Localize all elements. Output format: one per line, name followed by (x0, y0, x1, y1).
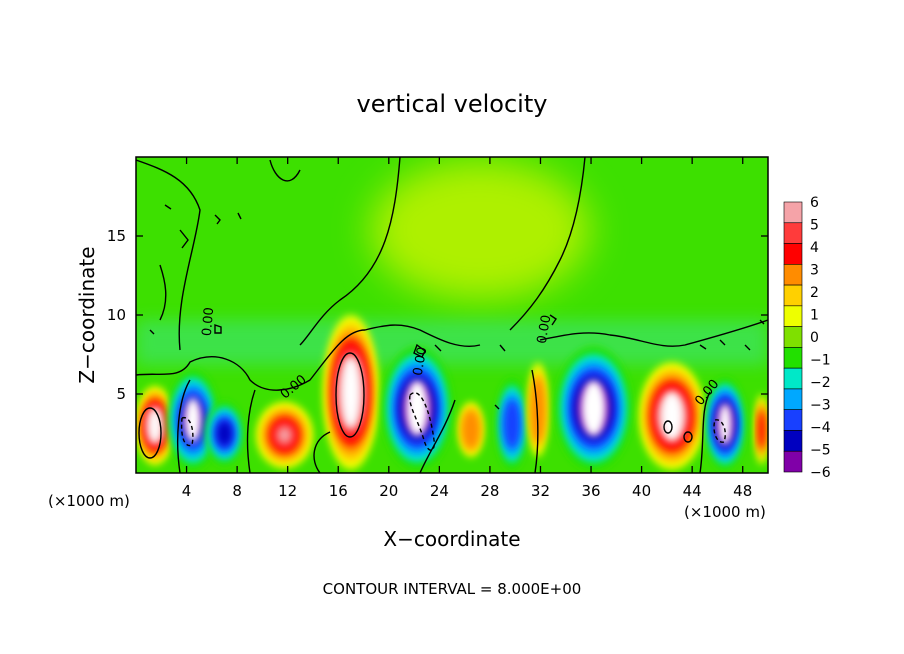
x-tick-label-10: 44 (683, 482, 702, 500)
colorbar-label-1: 5 (810, 218, 819, 234)
colorbar-label-7: −1 (810, 353, 831, 369)
x-unit-right: (×1000 m) (684, 503, 766, 521)
colorbar-label-3: 3 (810, 263, 819, 279)
x-tick-label-4: 20 (379, 482, 398, 500)
colorbar-label-2: 4 (810, 240, 819, 256)
x-tick-label-6: 28 (480, 482, 499, 500)
colorbar-label-12: −6 (810, 465, 831, 481)
colorbar-swatch-6 (783, 326, 803, 348)
x-tick-label-1: 8 (232, 482, 242, 500)
contour-interval-footer: CONTOUR INTERVAL = 8.000E+00 (323, 580, 582, 598)
y-tick-label-0: 5 (116, 385, 126, 403)
colorbar-label-0: 6 (810, 195, 819, 211)
contour-label-zero-3: 0.00 (411, 346, 431, 377)
colorbar-swatch-4 (783, 284, 803, 307)
colorbar-label-4: 2 (810, 285, 819, 301)
colorbar-swatch-10 (783, 409, 803, 431)
contour-cell-center-updraft (335, 352, 365, 438)
colorbar-swatch-1 (783, 222, 803, 244)
convective-cell-12 (755, 394, 768, 466)
plot-area: 0.00 0.00 0.00 0.00 0.00 4 8 12 16 20 24 28 32 3… (107, 156, 769, 500)
x-unit-left: (×1000 m) (48, 492, 130, 510)
x-tick-label-3: 16 (329, 482, 348, 500)
zero-contour-mid (136, 319, 768, 391)
convective-cell-9 (555, 346, 632, 470)
convective-cell-8 (527, 362, 549, 458)
colorbar-swatch-7 (783, 347, 803, 369)
dashed-contour-left (180, 416, 194, 447)
colorbar-label-8: −2 (810, 375, 831, 391)
x-tick-label-7: 32 (531, 482, 550, 500)
x-tick-label-5: 24 (430, 482, 449, 500)
colorbar-label-9: −3 (810, 398, 831, 414)
x-axis-label: X−coordinate (383, 527, 520, 551)
convective-cell-4 (323, 315, 379, 470)
contour-label-zero-2: 0.00 (200, 307, 217, 337)
upper-light-region (370, 160, 590, 300)
x-tick-label-2: 12 (278, 482, 297, 500)
convective-cell-6 (458, 401, 484, 458)
zero-contour-top (136, 157, 586, 351)
x-tick-label-8: 36 (581, 482, 600, 500)
colorbar-swatch-9 (783, 388, 803, 410)
convective-cell-1 (167, 370, 219, 470)
y-tick-label-1: 10 (107, 306, 126, 324)
y-tick-label-2: 15 (107, 227, 126, 245)
dashed-contour-downdraft (409, 392, 436, 451)
convective-cell-5 (382, 346, 452, 470)
y-axis-label: Z−coordinate (75, 246, 99, 383)
colorbar-swatch-0 (783, 201, 803, 224)
contour-cell-left (138, 407, 162, 459)
colorbar-swatch-12 (783, 450, 803, 473)
colorbar: 6 5 4 3 2 1 0 −1 −2 −3 −4 −5 −6 (783, 195, 831, 481)
convective-cell-2 (205, 401, 244, 466)
contour-cell-right-small (663, 420, 673, 434)
colorbar-label-11: −5 (810, 443, 831, 459)
colorbar-swatch-11 (783, 430, 803, 452)
contour-fragments (149, 204, 765, 410)
colorbar-swatch-2 (783, 243, 803, 265)
x-axis-ticks: 4 8 12 16 20 24 28 32 36 40 44 48 (182, 157, 752, 500)
convective-cell-7 (496, 378, 528, 470)
x-tick-label-11: 48 (733, 482, 752, 500)
contour-cell-right-small-2 (683, 431, 693, 443)
convective-cell-3 (256, 401, 313, 469)
contour-label-zero-5: 0.00 (535, 314, 555, 345)
colorbar-swatch-5 (783, 305, 803, 327)
mid-level-cyan-band (136, 320, 768, 365)
x-tick-label-9: 40 (632, 482, 651, 500)
colorbar-label-10: −4 (810, 420, 831, 436)
x-tick-label-0: 4 (182, 482, 192, 500)
colorbar-label-5: 1 (810, 308, 819, 324)
cells-layer (136, 315, 768, 470)
zero-contour-lower (176, 369, 711, 473)
colorbar-swatch-3 (783, 264, 803, 286)
colorbar-label-6: 0 (810, 330, 819, 346)
convective-cell-10 (639, 362, 705, 470)
chart-title: vertical velocity (357, 90, 548, 118)
y-axis-ticks: 5 10 15 (107, 227, 768, 403)
contours-layer (136, 157, 768, 473)
convective-cell-11 (704, 378, 746, 470)
colorbar-swatch-8 (783, 367, 803, 390)
